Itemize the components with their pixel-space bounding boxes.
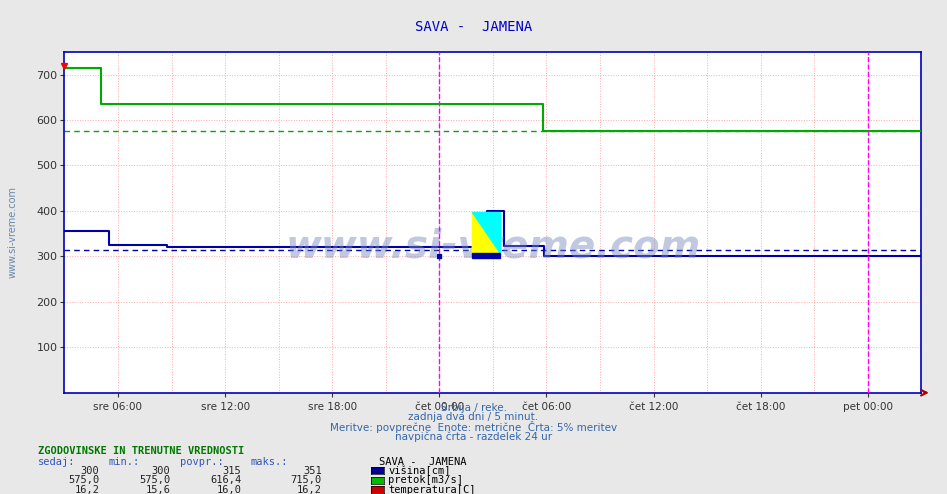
Text: temperatura[C]: temperatura[C] xyxy=(388,485,475,494)
Polygon shape xyxy=(473,212,500,253)
Text: 351: 351 xyxy=(303,466,322,476)
Text: 16,2: 16,2 xyxy=(297,485,322,494)
Text: navpična črta - razdelek 24 ur: navpična črta - razdelek 24 ur xyxy=(395,432,552,443)
Text: 300: 300 xyxy=(80,466,99,476)
Text: Meritve: povprečne  Enote: metrične  Črta: 5% meritev: Meritve: povprečne Enote: metrične Črta:… xyxy=(330,421,617,433)
Text: 715,0: 715,0 xyxy=(291,475,322,485)
Polygon shape xyxy=(473,253,500,258)
Text: maks.:: maks.: xyxy=(251,457,289,467)
Text: Srbija / reke.: Srbija / reke. xyxy=(440,403,507,412)
Polygon shape xyxy=(473,212,500,253)
Text: povpr.:: povpr.: xyxy=(180,457,223,467)
Text: www.si-vreme.com: www.si-vreme.com xyxy=(8,186,17,278)
Text: 16,0: 16,0 xyxy=(217,485,241,494)
Text: ZGODOVINSKE IN TRENUTNE VREDNOSTI: ZGODOVINSKE IN TRENUTNE VREDNOSTI xyxy=(38,446,244,455)
Text: sedaj:: sedaj: xyxy=(38,457,76,467)
Text: višina[cm]: višina[cm] xyxy=(388,465,451,476)
Text: SAVA -  JAMENA: SAVA - JAMENA xyxy=(379,457,466,467)
Text: 575,0: 575,0 xyxy=(139,475,170,485)
Text: 315: 315 xyxy=(223,466,241,476)
Text: zadnja dva dni / 5 minut.: zadnja dva dni / 5 minut. xyxy=(408,412,539,422)
Text: www.si-vreme.com: www.si-vreme.com xyxy=(285,227,701,265)
Text: 575,0: 575,0 xyxy=(68,475,99,485)
Text: pretok[m3/s]: pretok[m3/s] xyxy=(388,475,463,485)
Text: 616,4: 616,4 xyxy=(210,475,241,485)
Text: min.:: min.: xyxy=(109,457,140,467)
Text: 15,6: 15,6 xyxy=(146,485,170,494)
Text: SAVA -  JAMENA: SAVA - JAMENA xyxy=(415,20,532,34)
Text: 16,2: 16,2 xyxy=(75,485,99,494)
Text: 300: 300 xyxy=(152,466,170,476)
